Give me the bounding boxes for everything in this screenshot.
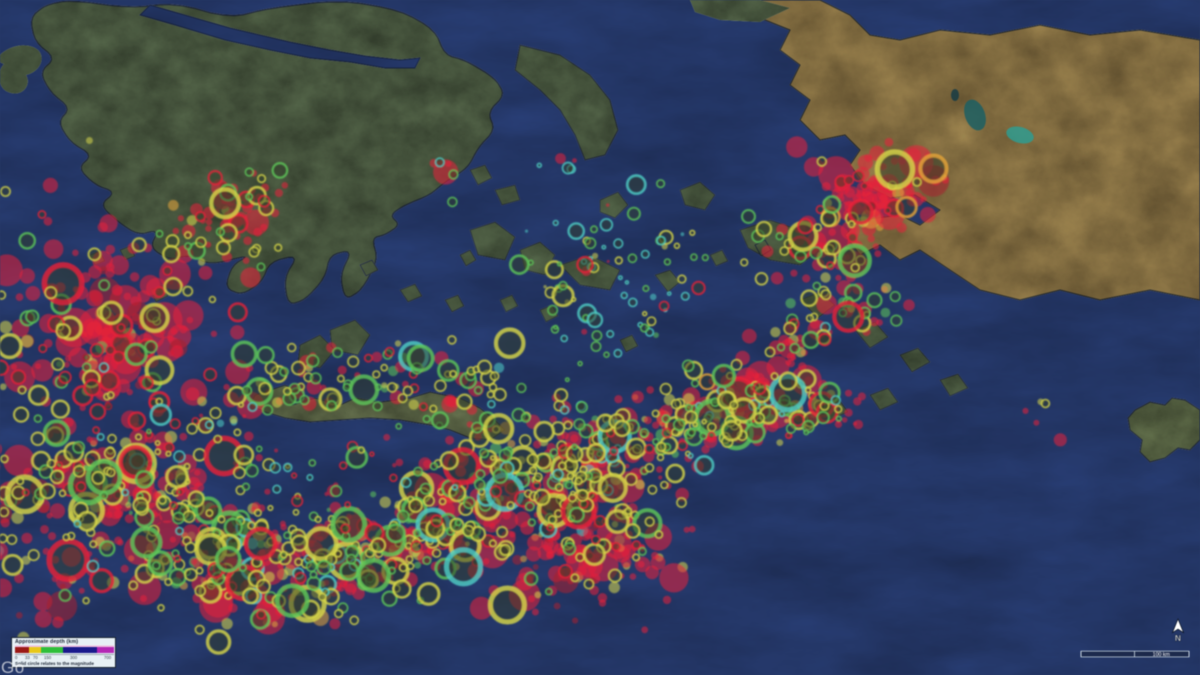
svg-text:N: N (1175, 633, 1181, 642)
svg-text:100 km: 100 km (1153, 652, 1171, 658)
